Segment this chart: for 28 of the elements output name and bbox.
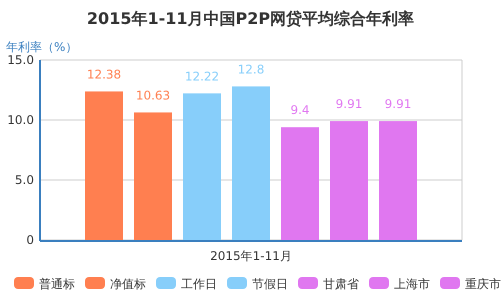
y-tick-label: 15.0 xyxy=(7,53,34,67)
bar xyxy=(379,121,417,240)
data-label: 12.22 xyxy=(184,69,220,84)
y-axis-title: 年利率（%） xyxy=(6,40,78,54)
data-label: 12.38 xyxy=(86,67,122,82)
bar xyxy=(183,93,221,240)
legend-label: 上海市 xyxy=(394,277,430,291)
legend-label: 净值标 xyxy=(110,277,146,291)
legend-label: 工作日 xyxy=(181,277,217,291)
data-label: 12.8 xyxy=(238,62,264,76)
y-tick-label: 0 xyxy=(26,233,34,247)
data-label: 10.63 xyxy=(136,88,170,102)
y-tick-label: 10.0 xyxy=(7,113,34,127)
chart-title: 2015年1-11月中国P2P网贷平均综合年利率 xyxy=(86,9,414,28)
legend-label: 重庆市 xyxy=(465,277,501,291)
legend-label: 节假日 xyxy=(252,277,288,291)
legend-label: 普通标 xyxy=(39,277,75,291)
data-label: 9.4 xyxy=(290,103,310,118)
bar xyxy=(85,91,123,240)
bar xyxy=(232,86,270,240)
bar xyxy=(330,121,368,240)
bar xyxy=(281,127,319,240)
data-label: 9.91 xyxy=(336,97,362,112)
y-tick-label: 5.0 xyxy=(14,173,34,187)
legend-label: 甘肃省 xyxy=(323,277,359,291)
data-label: 9.91 xyxy=(384,97,412,112)
bar xyxy=(134,112,172,240)
x-tick-label: 2015年1-11月 xyxy=(210,249,292,263)
